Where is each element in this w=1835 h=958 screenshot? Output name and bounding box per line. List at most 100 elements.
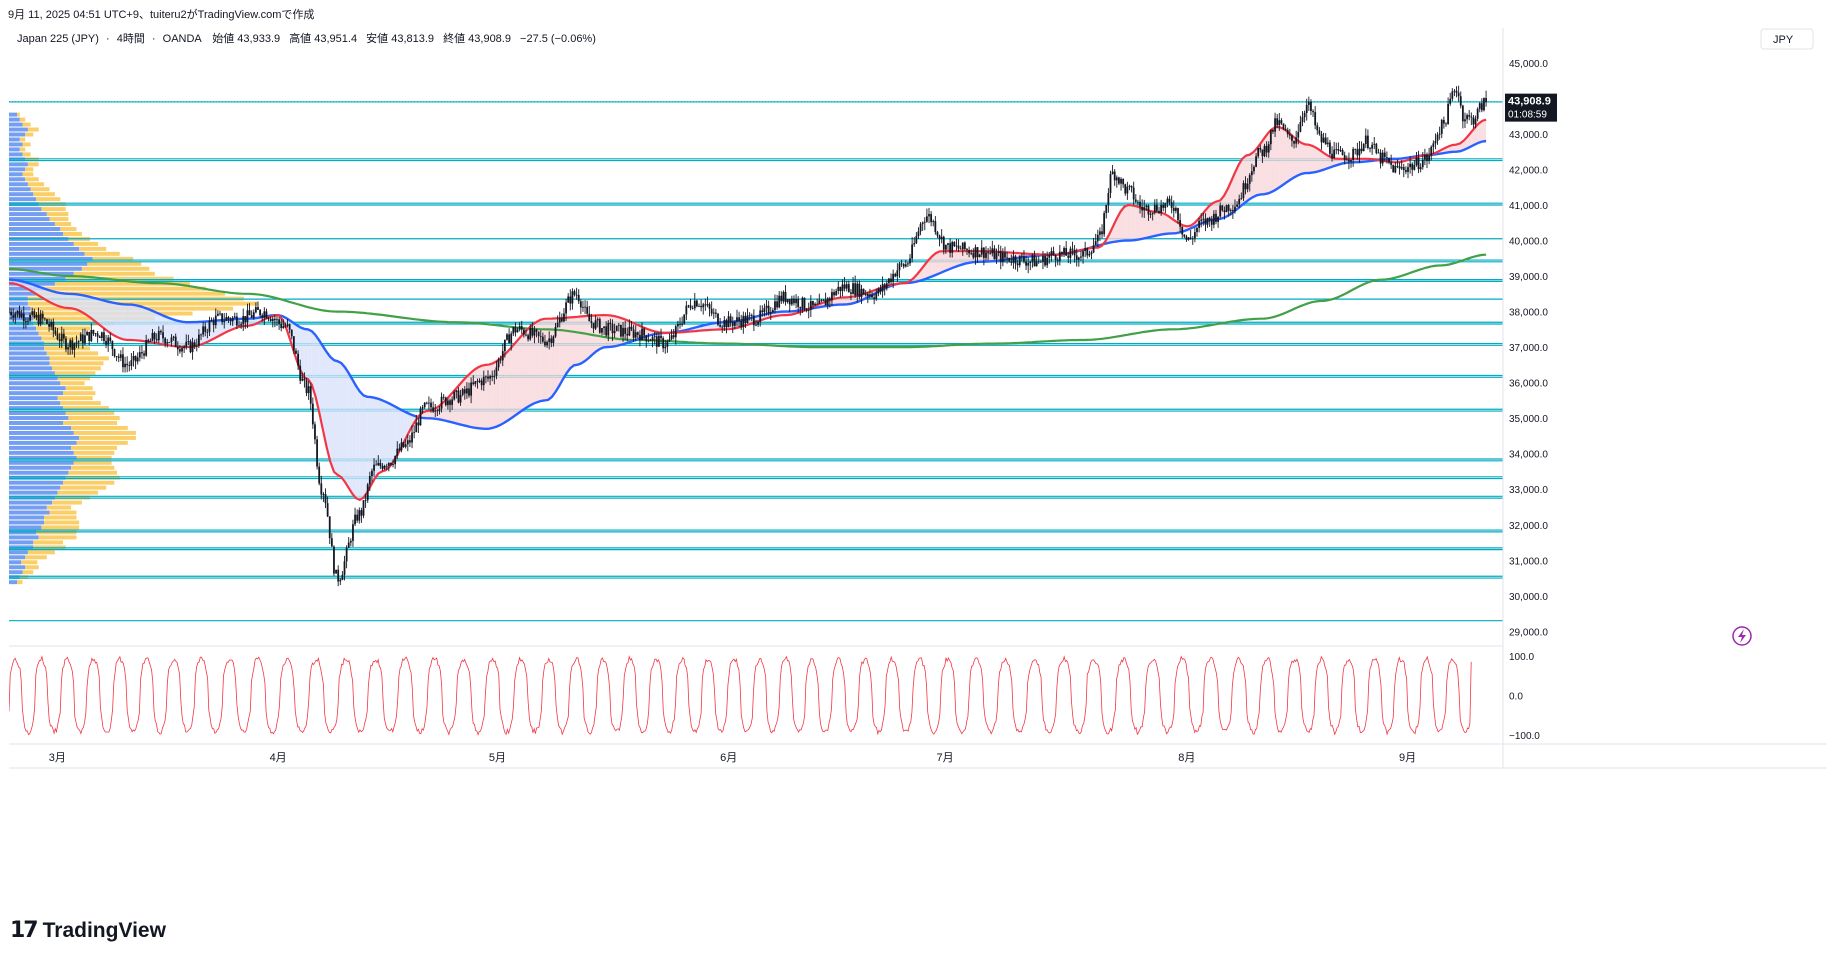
price-candle-body xyxy=(1248,175,1251,184)
price-tick-label: 39,000.0 xyxy=(1509,272,1548,283)
chart-svg[interactable]: 29,000.0 30,000.0 31,000.0 32,000.0 33,000.0… xyxy=(8,28,1827,914)
price-candle-body xyxy=(506,334,508,340)
price-candle-body xyxy=(972,253,975,258)
price-candle-body xyxy=(421,407,424,409)
price-candle-body xyxy=(164,338,167,344)
price-candle-body xyxy=(233,316,236,318)
price-candle-body xyxy=(1086,248,1089,256)
price-candle-body xyxy=(752,315,755,326)
price-candle-body xyxy=(1128,185,1131,187)
volume-bar-up xyxy=(9,391,63,396)
cloud-segment xyxy=(341,363,346,482)
price-candle-body xyxy=(147,339,150,342)
cloud-segment xyxy=(1286,131,1291,183)
price-candle-body xyxy=(499,359,502,361)
cloud-segment xyxy=(1316,147,1320,172)
price-candle-body xyxy=(1160,204,1163,213)
price-candle-body xyxy=(904,264,907,267)
price-candle-body xyxy=(1428,155,1431,161)
cloud-segment xyxy=(485,364,490,429)
price-candle-body xyxy=(1137,201,1139,203)
volume-bar-up xyxy=(9,440,77,445)
price-candle-body xyxy=(1149,214,1152,215)
tradingview-logo[interactable]: 17 TradingView xyxy=(10,918,166,943)
volume-bar-up xyxy=(9,421,63,425)
price-candle-body xyxy=(1120,178,1122,184)
cloud-segment xyxy=(226,319,231,332)
volume-bar-down xyxy=(17,580,23,585)
price-tick-label: 43,000.0 xyxy=(1509,130,1548,141)
price-candle-body xyxy=(546,341,548,346)
price-candle-body xyxy=(1196,227,1198,233)
cloud-segment xyxy=(311,331,316,397)
price-candle-body xyxy=(200,334,202,336)
volume-bar-up xyxy=(9,515,45,520)
price-candle-body xyxy=(12,315,15,318)
price-candle-body xyxy=(1409,163,1412,168)
cloud-segment xyxy=(186,322,190,348)
price-candle-body xyxy=(522,329,525,335)
volume-bar-down xyxy=(27,301,258,306)
lightning-icon[interactable] xyxy=(1732,626,1752,646)
price-candle-body xyxy=(636,332,639,335)
price-candle-body xyxy=(911,244,914,259)
price-candle-body xyxy=(710,308,713,314)
price-candle-body xyxy=(1274,118,1276,132)
price-candle-body xyxy=(1375,143,1378,154)
price-candle-body xyxy=(1483,98,1485,111)
cloud-segment xyxy=(518,334,523,413)
cloud-segment xyxy=(138,305,142,341)
price-candle-body xyxy=(1421,159,1424,168)
cloud-segment xyxy=(466,372,471,427)
currency-box[interactable] xyxy=(1760,28,1814,50)
price-candle-body xyxy=(440,396,443,409)
volume-bar-up xyxy=(9,231,63,236)
price-candle-body xyxy=(917,231,920,236)
price-candle-body xyxy=(740,320,743,327)
price-candle-body xyxy=(940,236,943,240)
price-candle-body xyxy=(24,320,27,322)
volume-bar-down xyxy=(44,346,90,351)
price-candle-body xyxy=(1054,254,1057,261)
cloud-segment xyxy=(49,290,54,304)
price-candle-body xyxy=(292,336,295,351)
cloud-segment xyxy=(566,317,571,374)
price-candle-body xyxy=(679,323,681,325)
cloud-segment xyxy=(215,320,220,338)
chart-area[interactable]: 29,000.0 30,000.0 31,000.0 32,000.0 33,000.0… xyxy=(8,28,1827,914)
cloud-segment xyxy=(337,361,342,478)
price-candle-body xyxy=(1453,90,1456,92)
price-candle-body xyxy=(409,440,411,443)
price-candle-body xyxy=(1174,208,1177,211)
cloud-segment xyxy=(1142,208,1147,239)
price-candle-body xyxy=(896,270,899,277)
price-candle-body xyxy=(189,341,192,353)
last-price-tag: 43,908.9 01:08:59 xyxy=(1505,93,1557,122)
price-candle-body xyxy=(797,298,800,308)
price-candle-body xyxy=(1134,199,1137,202)
price-candle-body xyxy=(1061,251,1063,254)
price-candle-body xyxy=(311,403,314,425)
price-candle-body xyxy=(552,336,555,343)
price-candle-body xyxy=(436,410,439,412)
price-candle-body xyxy=(447,400,449,406)
price-candle-body xyxy=(1442,119,1445,124)
volume-bar-down xyxy=(49,356,109,361)
cloud-segment xyxy=(1127,204,1132,241)
price-candle-body xyxy=(65,338,67,350)
price-candle-body xyxy=(252,312,255,318)
price-candle-body xyxy=(814,303,816,306)
price-candle-body xyxy=(503,339,506,352)
cloud-segment xyxy=(477,365,482,429)
price-candle-body xyxy=(432,407,435,412)
volume-bar-up xyxy=(9,470,69,475)
price-candle-body xyxy=(1356,149,1359,156)
price-candle-body xyxy=(1198,220,1201,228)
volume-bar-up xyxy=(9,510,50,515)
price-candle-body xyxy=(438,408,441,412)
price-candle-body xyxy=(1329,142,1331,154)
price-candle-body xyxy=(337,569,340,582)
bar-countdown: 01:08:59 xyxy=(1508,110,1547,121)
price-candle-body xyxy=(345,547,348,562)
price-candle-body xyxy=(928,214,930,217)
